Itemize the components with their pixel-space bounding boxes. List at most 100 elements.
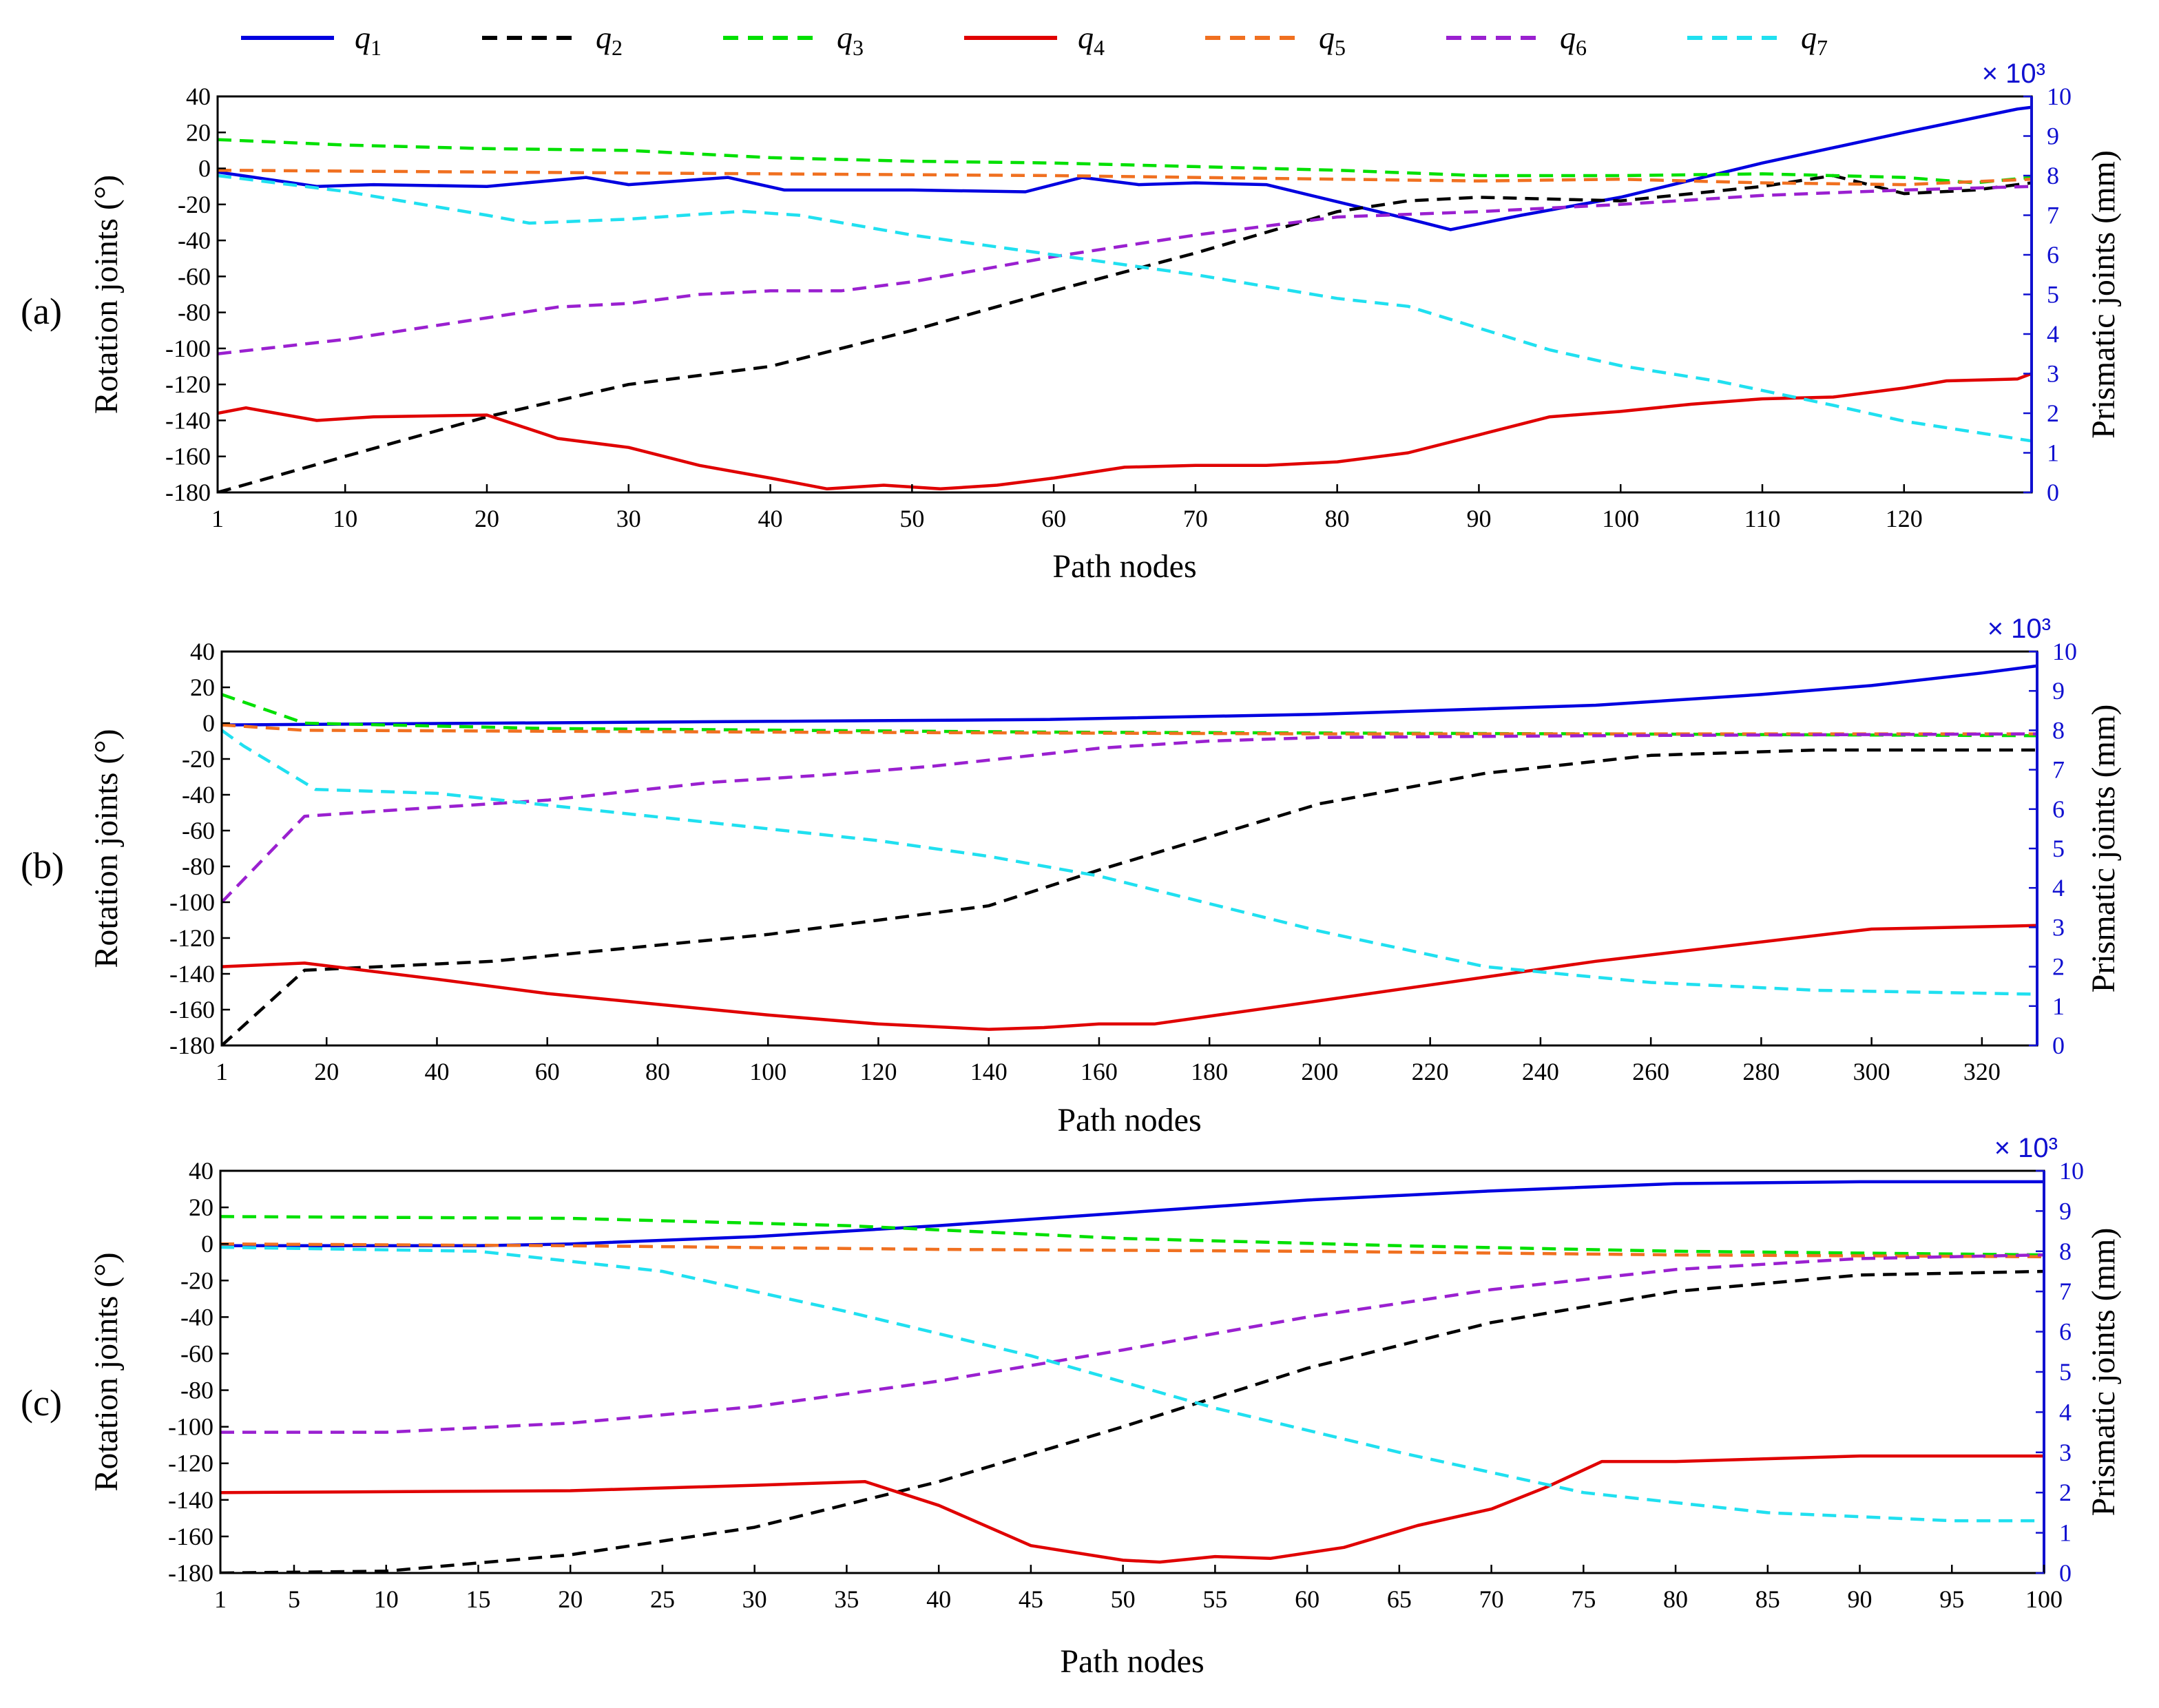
x-tick-label: 80 — [1663, 1585, 1688, 1613]
x-tick-label: 55 — [1202, 1585, 1227, 1613]
y-tick-label: -80 — [178, 299, 211, 326]
x-tick-label: 1 — [214, 1585, 227, 1613]
x-tick-label: 60 — [1295, 1585, 1320, 1613]
x-tick-label: 80 — [645, 1058, 670, 1085]
series-line-q6 — [220, 1253, 2044, 1434]
x-tick-label: 10 — [374, 1585, 399, 1613]
legend-entry-q1: q1 — [241, 20, 382, 60]
x-tick-label: 80 — [1325, 505, 1350, 532]
y-tick-label: -100 — [165, 335, 211, 362]
y-tick-label: -20 — [178, 191, 211, 218]
x-tick-label: 110 — [1744, 505, 1781, 532]
x-tick-label: 15 — [466, 1585, 490, 1613]
y-tick-label: -120 — [169, 924, 215, 952]
y2-tick-label: 7 — [2059, 1278, 2072, 1305]
series-line-q1 — [220, 1180, 2044, 1248]
x-tick-label: 90 — [1848, 1585, 1873, 1613]
y2-multiplier: × 10³ — [1982, 59, 2045, 89]
y2-tick-label: 4 — [2047, 320, 2059, 348]
series-line-q4 — [220, 1454, 2044, 1564]
y-tick-label: -180 — [169, 1032, 215, 1059]
series-line-q4 — [218, 372, 2032, 491]
y2-tick-label: 0 — [2047, 479, 2059, 506]
y2-tick-label: 2 — [2059, 1479, 2072, 1506]
series-line-q5 — [222, 723, 2037, 736]
y2-tick-label: 1 — [2059, 1519, 2072, 1547]
y2-tick-label: 6 — [2052, 795, 2065, 823]
y2-tick-label: 3 — [2059, 1439, 2072, 1466]
y2-tick-label: 10 — [2047, 83, 2072, 110]
series-line-q2 — [222, 748, 2037, 1045]
y2-axis-label: Prismatic joints (mm) — [2085, 1228, 2122, 1517]
y2-tick-label: 4 — [2052, 874, 2065, 902]
x-tick-label: 1 — [211, 505, 224, 532]
y-tick-label: -140 — [165, 406, 211, 434]
x-tick-label: 140 — [970, 1058, 1008, 1085]
y-axis-label: Rotation joints (°) — [88, 1252, 125, 1491]
y-tick-label: -60 — [178, 262, 211, 290]
x-tick-label: 70 — [1183, 505, 1208, 532]
y-tick-label: -180 — [168, 1559, 213, 1587]
x-tick-label: 180 — [1191, 1058, 1228, 1085]
y-tick-label: 20 — [190, 674, 215, 701]
panel-label: (c) — [21, 1382, 62, 1424]
series-line-q1 — [218, 105, 2032, 231]
x-tick-label: 100 — [749, 1058, 786, 1085]
legend-entry-q6: q6 — [1446, 20, 1587, 60]
y-tick-label: 0 — [201, 1230, 213, 1258]
y2-tick-label: 5 — [2047, 281, 2059, 309]
series-line-q6 — [218, 185, 2032, 356]
panel-b: 1 20 40 60 80 100 120 140 160 180 200 220 240 260 280 3… — [21, 614, 2122, 1138]
y2-axis-label: Prismatic joints (mm) — [2085, 705, 2122, 993]
x-tick-label: 20 — [314, 1058, 339, 1085]
x-tick-label: 70 — [1479, 1585, 1504, 1613]
y2-tick-label: 8 — [2052, 716, 2065, 744]
y2-tick-label: 5 — [2059, 1358, 2072, 1386]
x-tick-label: 95 — [1939, 1585, 1964, 1613]
legend-label-q4: q4 — [1078, 20, 1105, 60]
panel-label: (b) — [21, 845, 64, 886]
y-tick-label: -40 — [178, 227, 211, 254]
y2-tick-label: 0 — [2052, 1032, 2065, 1059]
legend-entry-q2: q2 — [482, 20, 623, 60]
y-axis-label: Rotation joints (°) — [88, 729, 125, 968]
series-line-q5 — [218, 168, 2032, 187]
series-line-q2 — [218, 174, 2032, 492]
x-tick-label: 40 — [926, 1585, 951, 1613]
series-line-q4 — [222, 924, 2037, 1031]
x-tick-label: 320 — [1963, 1058, 2001, 1085]
y2-tick-label: 0 — [2059, 1559, 2072, 1587]
y2-tick-label: 9 — [2052, 677, 2065, 705]
legend-label-q7: q7 — [1801, 20, 1828, 60]
y-tick-label: -120 — [168, 1450, 213, 1477]
y-axis-label: Rotation joints (°) — [88, 175, 125, 414]
series-line-q1 — [222, 664, 2037, 727]
x-tick-label: 65 — [1387, 1585, 1412, 1613]
x-tick-label: 25 — [650, 1585, 675, 1613]
y2-multiplier: × 10³ — [1988, 614, 2051, 644]
legend: q1 q2 q3 q4 q5 q6 q7 — [241, 20, 1828, 60]
x-tick-label: 5 — [288, 1585, 300, 1613]
y2-axis-label: Prismatic joints (mm) — [2085, 150, 2122, 439]
x-tick-label: 85 — [1755, 1585, 1780, 1613]
y2-tick-label: 6 — [2047, 241, 2059, 269]
x-tick-label: 300 — [1853, 1058, 1890, 1085]
legend-label-q6: q6 — [1560, 20, 1587, 60]
x-tick-label: 75 — [1571, 1585, 1596, 1613]
y-tick-label: -20 — [180, 1267, 213, 1294]
series-line-q3 — [218, 138, 2032, 185]
x-tick-label: 100 — [2025, 1585, 2063, 1613]
x-tick-label: 45 — [1019, 1585, 1043, 1613]
x-axis-label: Path nodes — [1052, 548, 1196, 585]
y2-tick-label: 9 — [2047, 123, 2059, 150]
y2-tick-label: 10 — [2052, 638, 2077, 665]
y-tick-label: -120 — [165, 371, 211, 398]
plot-frame — [219, 1169, 2045, 1574]
series-line-q7 — [218, 174, 2032, 443]
y-tick-label: -80 — [182, 853, 215, 880]
x-tick-label: 50 — [1111, 1585, 1136, 1613]
legend-label-q2: q2 — [596, 20, 623, 60]
y-tick-label: -160 — [165, 443, 211, 470]
x-tick-label: 260 — [1632, 1058, 1669, 1085]
